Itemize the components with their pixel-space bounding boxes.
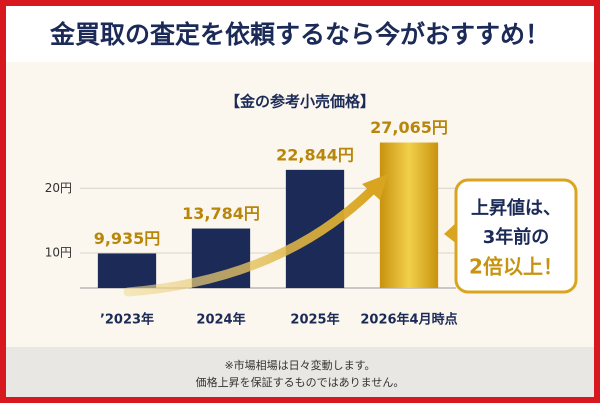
callout-text: 2倍以上！ [469,255,563,279]
chart-title: 【金の参考小売価格】 [225,93,375,111]
callout-pointer [444,222,457,244]
bar [379,142,439,288]
x-tick-label: 2024年 [196,312,245,328]
y-tick-label: 10円 [45,246,72,260]
title-band [6,6,594,62]
page-title: 金買取の査定を依頼するなら今がおすすめ！ [49,20,550,49]
x-tick-label: 2025年 [290,312,339,328]
x-tick-label: 2026年4月時点 [360,312,457,328]
y-tick-label: 20円 [45,181,72,195]
footnote: 価格上昇を保証するものではありません。 [196,375,405,389]
x-tick-label: ’2023年 [100,312,154,328]
footer-band [6,347,594,397]
callout-text: 3年前の [483,226,550,248]
bar [97,253,157,288]
plot: 10円 20円 ’2023年 9,935円 2024年 13,784円 2025年 22,84… [45,118,458,327]
trend-arrowhead [362,174,388,200]
callout-text: 上昇値は、 [471,197,561,219]
value-label: 9,935円 [94,229,161,248]
bar [285,169,345,288]
value-label: 13,784円 [182,204,260,223]
value-label: 22,844円 [276,145,354,164]
footnote: ※市場相場は日々変動します。 [224,358,375,372]
trend-arrow [123,185,377,297]
value-label: 27,065円 [370,118,448,137]
